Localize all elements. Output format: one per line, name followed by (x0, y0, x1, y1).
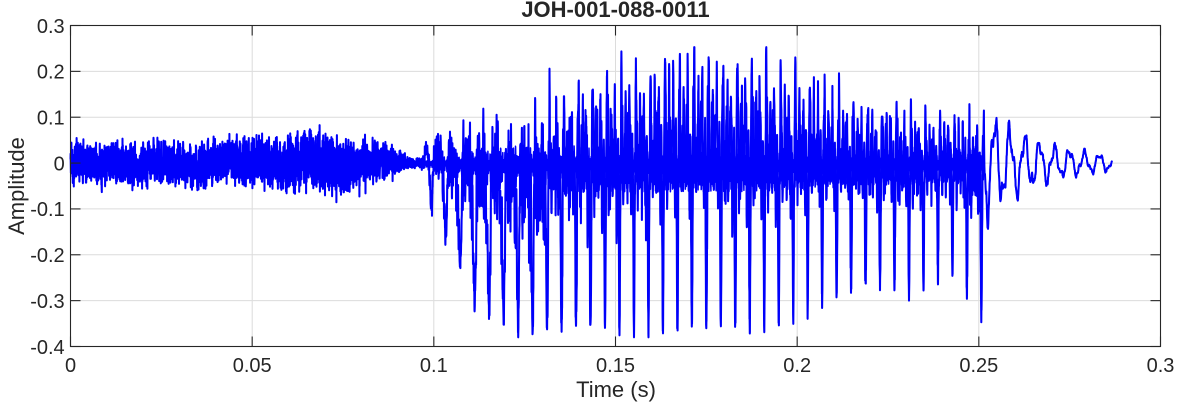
svg-text:JOH-001-088-0011: JOH-001-088-0011 (521, 0, 709, 22)
svg-text:0: 0 (65, 355, 76, 377)
svg-text:0.1: 0.1 (420, 355, 448, 377)
svg-text:0.2: 0.2 (37, 62, 65, 84)
svg-text:0.05: 0.05 (233, 355, 272, 377)
svg-text:Time (s): Time (s) (576, 377, 656, 402)
svg-text:-0.1: -0.1 (30, 199, 64, 221)
svg-text:-0.2: -0.2 (30, 245, 64, 267)
svg-text:0.3: 0.3 (1147, 355, 1175, 377)
svg-text:0.25: 0.25 (959, 355, 998, 377)
svg-text:0: 0 (54, 153, 65, 175)
svg-text:0.1: 0.1 (37, 108, 65, 130)
svg-text:0.2: 0.2 (783, 355, 811, 377)
svg-text:0.15: 0.15 (596, 355, 635, 377)
svg-text:Amplitude: Amplitude (4, 137, 29, 235)
svg-text:0.3: 0.3 (37, 16, 65, 38)
svg-text:-0.3: -0.3 (30, 291, 64, 313)
svg-text:-0.4: -0.4 (30, 337, 64, 359)
